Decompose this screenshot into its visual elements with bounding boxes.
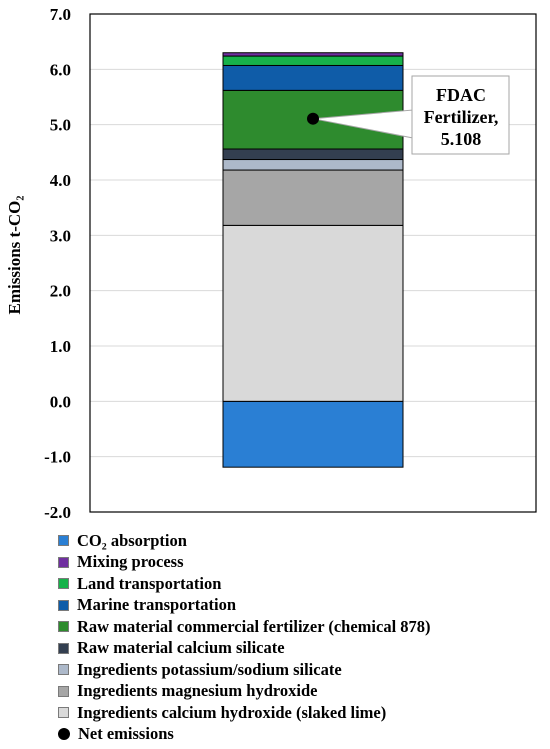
legend-label: Net emissions bbox=[78, 724, 174, 744]
bar-segment bbox=[222, 52, 404, 57]
bar-segment bbox=[222, 400, 404, 468]
y-tick-label: 2.0 bbox=[50, 282, 71, 301]
legend-swatch bbox=[58, 535, 69, 547]
stacked-bar bbox=[222, 52, 404, 468]
legend-label: Raw material commercial fertilizer (chem… bbox=[77, 616, 431, 636]
net-emissions-callout: FDAC Fertilizer, 5.108 bbox=[312, 75, 510, 155]
bar-segment bbox=[222, 224, 404, 402]
legend-item: Marine transportation bbox=[58, 595, 431, 617]
y-tick-label: 4.0 bbox=[50, 171, 71, 190]
legend-item: Ingredients potassium/sodium silicate bbox=[58, 659, 431, 681]
y-tick-labels: 7.0 6.0 5.0 4.0 3.0 2.0 1.0 0.0 -1.0 -2.0 bbox=[44, 5, 71, 522]
y-tick-label: -2.0 bbox=[44, 503, 71, 522]
bar-segment bbox=[222, 148, 404, 161]
net-emissions-point bbox=[307, 112, 319, 125]
legend-item: Net emissions bbox=[58, 724, 431, 746]
y-tick-label: 0.0 bbox=[50, 392, 71, 411]
bar-segment bbox=[222, 55, 404, 66]
legend-item: Ingredients magnesium hydroxide bbox=[58, 681, 431, 703]
legend-item: Ingredients calcium hydroxide (slaked li… bbox=[58, 702, 431, 724]
y-tick-label: 7.0 bbox=[50, 5, 71, 24]
legend-label: Land transportation bbox=[77, 573, 222, 593]
legend-swatch bbox=[58, 707, 69, 719]
legend-swatch bbox=[58, 621, 69, 633]
legend-label: Marine transportation bbox=[77, 595, 237, 615]
callout-line-2: Fertilizer, bbox=[424, 107, 499, 127]
legend-item: Mixing process bbox=[58, 552, 431, 574]
callout-line-3: 5.108 bbox=[441, 129, 482, 149]
y-tick-label: 6.0 bbox=[50, 60, 71, 79]
legend-label: Raw material calcium silicate bbox=[77, 638, 285, 658]
legend-swatch bbox=[58, 599, 69, 611]
legend-item: Raw material commercial fertilizer (chem… bbox=[58, 616, 431, 638]
chart: 7.0 6.0 5.0 4.0 3.0 2.0 1.0 0.0 -1.0 -2.0 Emissio… bbox=[5, 5, 537, 522]
legend-label: Ingredients magnesium hydroxide bbox=[77, 681, 318, 701]
y-tick-label: 5.0 bbox=[50, 116, 71, 135]
legend-swatch bbox=[58, 685, 69, 697]
legend-swatch bbox=[58, 664, 69, 676]
legend-swatch bbox=[58, 642, 69, 654]
bar-segment bbox=[222, 159, 404, 171]
y-axis-title: Emissions t-CO₂ bbox=[5, 196, 24, 315]
y-tick-label: 3.0 bbox=[50, 226, 71, 245]
y-tick-label: 1.0 bbox=[50, 337, 71, 356]
legend-item: CO₂ absorption bbox=[58, 530, 431, 552]
legend-swatch bbox=[58, 556, 69, 568]
callout-mask bbox=[413, 109, 416, 139]
legend-label: Ingredients calcium hydroxide (slaked li… bbox=[77, 702, 387, 722]
legend-item: Land transportation bbox=[58, 573, 431, 595]
legend-marker bbox=[58, 728, 70, 741]
plot-frame bbox=[89, 13, 537, 513]
legend-label: Ingredients potassium/sodium silicate bbox=[77, 659, 342, 679]
legend-label: Mixing process bbox=[77, 552, 184, 572]
legend-item: Raw material calcium silicate bbox=[58, 638, 431, 660]
y-tick-label: -1.0 bbox=[44, 448, 71, 467]
callout-line-1: FDAC bbox=[436, 85, 486, 105]
legend-swatch bbox=[58, 578, 69, 590]
legend-label: CO₂ absorption bbox=[77, 530, 187, 550]
bar-segment bbox=[222, 169, 404, 226]
callout-box bbox=[411, 75, 510, 155]
bar-segment bbox=[222, 64, 404, 91]
legend: CO₂ absorption Mixing process Land transpo… bbox=[58, 530, 431, 745]
